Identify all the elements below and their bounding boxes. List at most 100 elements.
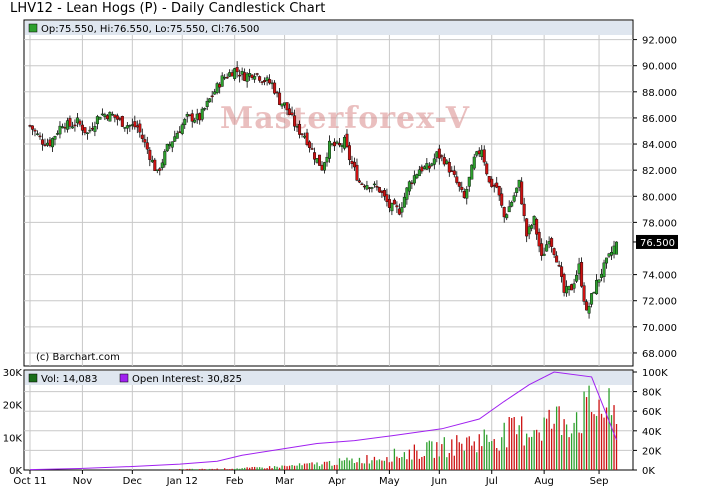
candle-up (328, 140, 332, 159)
oi-legend-swatch (119, 373, 129, 383)
candle-up (245, 73, 249, 82)
candle-up (605, 257, 609, 264)
candle-up (600, 273, 604, 278)
candle-down (570, 284, 574, 291)
candle-down (313, 152, 317, 160)
candle-up (223, 77, 227, 79)
candle-up (35, 133, 39, 135)
candle-down (520, 181, 524, 205)
candle-down (500, 193, 504, 206)
candle-up (75, 117, 79, 124)
candle-up (163, 151, 167, 166)
candle-up (108, 112, 112, 122)
oi-tick-label: 80K (642, 388, 662, 399)
candle-up (435, 151, 439, 158)
candle-down (502, 207, 506, 218)
candle-up (220, 75, 224, 87)
candle-up (575, 274, 579, 282)
candle-down (457, 182, 461, 187)
candle-up (270, 82, 274, 85)
candle-up (203, 108, 207, 110)
candle-down (305, 132, 309, 145)
candle-down (552, 248, 556, 255)
candle-up (590, 293, 594, 305)
candle-up (280, 103, 284, 107)
candle-down (33, 129, 37, 132)
candle-up (510, 202, 514, 207)
candle-down (392, 199, 396, 205)
volume-legend-bar (25, 371, 632, 385)
candle-down (80, 124, 84, 131)
ohlc-legend-swatch (28, 23, 38, 33)
candle-down (550, 238, 554, 247)
candle-down (310, 148, 314, 150)
candle-up (430, 163, 434, 166)
candle-up (335, 141, 339, 144)
candle-down (285, 102, 289, 111)
candle-up (372, 183, 376, 186)
candle-up (150, 159, 154, 163)
candle-up (53, 136, 57, 140)
candle-up (515, 187, 519, 193)
x-tick-label: Sep (590, 476, 609, 487)
open-interest-line (29, 371, 617, 471)
candle-down (460, 186, 464, 190)
candle-up (170, 141, 174, 148)
candle-down (263, 80, 267, 83)
candle-up (295, 126, 299, 128)
price-tick-label: 92.000 (642, 36, 677, 47)
candle-up (110, 113, 114, 116)
candle-up (445, 160, 449, 164)
candle-up (248, 73, 252, 77)
candle-down (243, 72, 247, 81)
candle-down (382, 190, 386, 197)
candle-down (48, 139, 52, 147)
candle-up (405, 187, 409, 200)
candle-up (480, 149, 484, 158)
candle-down (555, 255, 559, 263)
volume-tick-label: 10K (3, 433, 23, 444)
candle-down (260, 81, 264, 83)
candle-up (195, 113, 199, 120)
candle-down (347, 145, 351, 161)
candle-down (320, 164, 324, 171)
x-tick-label: May (379, 476, 400, 487)
candle-up (213, 91, 217, 95)
last-price-label: 76.500 (640, 238, 675, 249)
candle-down (580, 262, 584, 287)
candle-up (65, 120, 69, 130)
candle-down (420, 166, 424, 172)
candle-down (273, 82, 277, 94)
candle-down (367, 187, 371, 189)
candle-down (395, 205, 399, 208)
candle-up (165, 144, 169, 152)
watermark-text: Masterforex-V (220, 101, 470, 136)
candle-up (88, 129, 92, 132)
candle-up (467, 176, 471, 187)
candle-up (415, 174, 419, 179)
candle-up (505, 214, 509, 219)
candle-down (482, 149, 486, 163)
candle-down (497, 185, 501, 196)
candle-up (547, 241, 551, 245)
volume-tick-label: 20K (3, 401, 23, 412)
candle-down (298, 124, 302, 135)
candle-up (173, 136, 177, 142)
candle-up (602, 262, 606, 277)
candle-up (50, 138, 54, 148)
candle-up (315, 158, 319, 163)
price-tick-label: 84.000 (642, 140, 677, 151)
candle-down (332, 141, 336, 147)
candle-down (477, 150, 481, 155)
candle-up (55, 133, 59, 135)
candle-up (58, 125, 62, 135)
candle-up (98, 116, 102, 120)
candle-down (350, 160, 354, 164)
candle-down (452, 170, 456, 175)
candle-down (138, 123, 142, 133)
last-price-marker (636, 234, 678, 249)
candles-group (28, 61, 619, 319)
candle-down (133, 121, 137, 128)
ohlc-legend-bar (25, 21, 632, 35)
candle-down (235, 67, 239, 73)
